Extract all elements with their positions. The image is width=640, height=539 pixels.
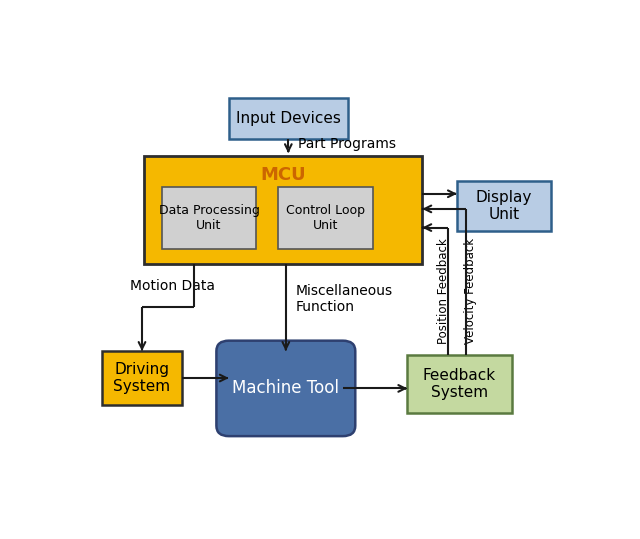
Text: Display
Unit: Display Unit: [476, 190, 532, 222]
Text: Position Feedback: Position Feedback: [436, 239, 449, 344]
FancyBboxPatch shape: [162, 187, 256, 250]
Text: MCU: MCU: [260, 167, 306, 184]
Text: Data Processing
Unit: Data Processing Unit: [159, 204, 259, 232]
Text: Machine Tool: Machine Tool: [232, 379, 339, 397]
FancyBboxPatch shape: [457, 181, 551, 231]
Text: Feedback
System: Feedback System: [423, 368, 496, 400]
Text: Control Loop
Unit: Control Loop Unit: [286, 204, 365, 232]
Text: Motion Data: Motion Data: [129, 279, 214, 293]
Text: Driving
System: Driving System: [113, 362, 171, 394]
Text: Miscellaneous
Function: Miscellaneous Function: [296, 284, 393, 314]
FancyBboxPatch shape: [216, 341, 355, 436]
FancyBboxPatch shape: [278, 187, 372, 250]
Text: Part Programs: Part Programs: [298, 136, 396, 150]
Text: Velocity Feedback: Velocity Feedback: [465, 238, 477, 344]
FancyBboxPatch shape: [229, 98, 348, 140]
FancyBboxPatch shape: [408, 355, 511, 413]
FancyBboxPatch shape: [102, 351, 182, 405]
FancyBboxPatch shape: [145, 156, 422, 264]
Text: Input Devices: Input Devices: [236, 111, 340, 126]
